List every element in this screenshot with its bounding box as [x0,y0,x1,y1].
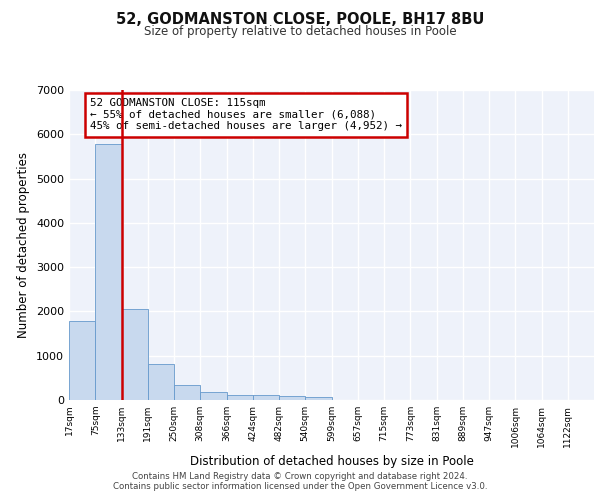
Text: Size of property relative to detached houses in Poole: Size of property relative to detached ho… [143,25,457,38]
Y-axis label: Number of detached properties: Number of detached properties [17,152,31,338]
Bar [253,396,279,400]
Bar [174,385,200,400]
Bar [305,397,331,400]
Bar [279,396,305,400]
X-axis label: Distribution of detached houses by size in Poole: Distribution of detached houses by size … [190,456,473,468]
Text: Contains public sector information licensed under the Open Government Licence v3: Contains public sector information licen… [113,482,487,491]
Bar [95,144,121,400]
Bar [148,364,174,400]
Text: 52 GODMANSTON CLOSE: 115sqm
← 55% of detached houses are smaller (6,088)
45% of : 52 GODMANSTON CLOSE: 115sqm ← 55% of det… [90,98,402,131]
Bar [200,392,227,400]
Text: 52, GODMANSTON CLOSE, POOLE, BH17 8BU: 52, GODMANSTON CLOSE, POOLE, BH17 8BU [116,12,484,28]
Bar [121,309,148,400]
Bar [227,395,253,400]
Bar [69,321,95,400]
Text: Contains HM Land Registry data © Crown copyright and database right 2024.: Contains HM Land Registry data © Crown c… [132,472,468,481]
